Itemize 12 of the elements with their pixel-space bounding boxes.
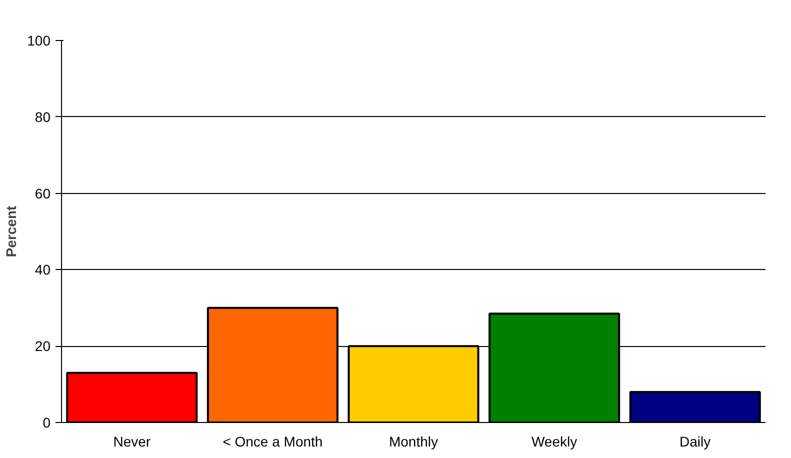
x-tick-label: Weekly bbox=[531, 434, 578, 450]
y-tick-label: 100 bbox=[27, 32, 51, 48]
y-tick-label: 80 bbox=[34, 108, 51, 125]
x-tick-label: Monthly bbox=[388, 434, 438, 450]
x-tick-label: Daily bbox=[680, 434, 711, 450]
x-tick-label: Never bbox=[113, 434, 151, 450]
x-tick-label: < Once a Month bbox=[222, 434, 323, 450]
y-axis-title: Percent bbox=[3, 205, 20, 258]
y-tick-label: 40 bbox=[34, 262, 51, 278]
y-tick-label: 60 bbox=[34, 185, 51, 202]
y-tick-label: 20 bbox=[34, 338, 51, 354]
y-tick-label: 0 bbox=[42, 414, 51, 430]
